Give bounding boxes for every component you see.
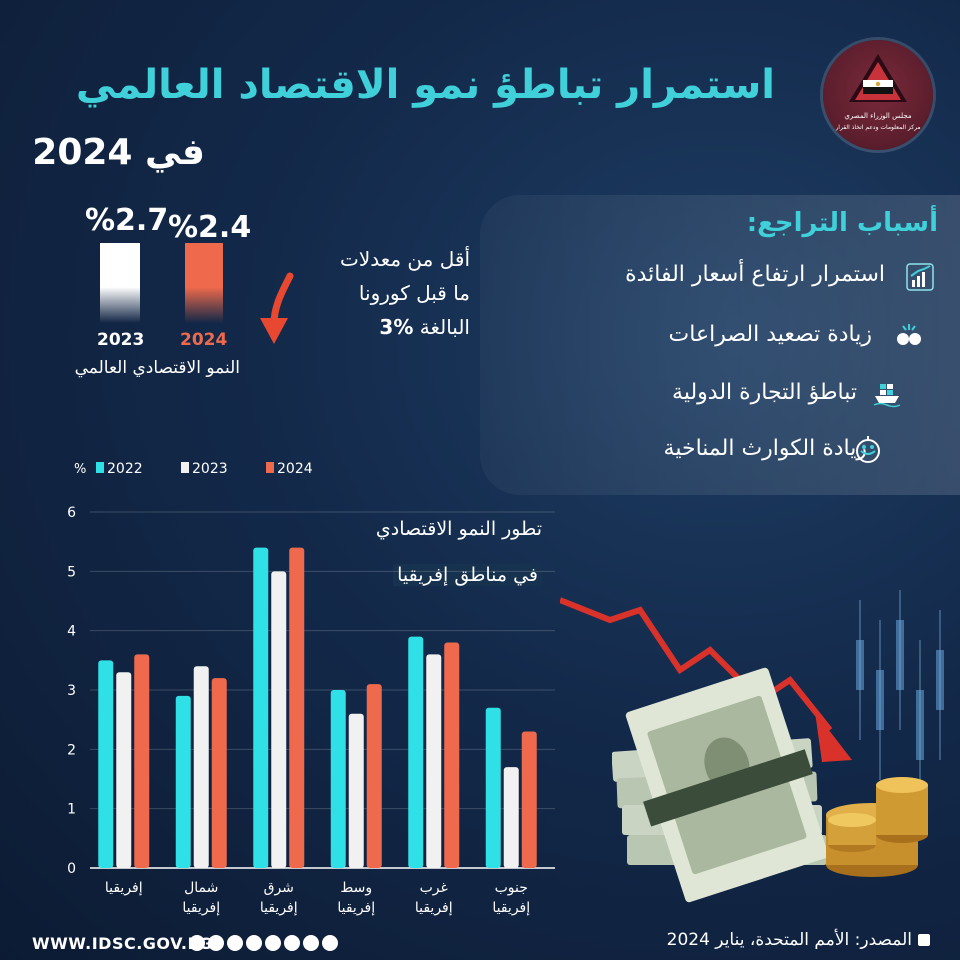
- linkedin-icon: [246, 935, 262, 951]
- y-tick-label: 2: [67, 742, 76, 758]
- bar-2024: [134, 654, 150, 868]
- x-tick-label: إفريقيا: [492, 900, 530, 916]
- y-tick-label: 0: [67, 861, 76, 877]
- bar-2022: [175, 695, 191, 868]
- x-tick-label: شمال: [184, 880, 218, 896]
- x-tick-label: إفريقيا: [182, 900, 220, 916]
- y-tick-label: 4: [67, 624, 76, 640]
- note-line-3-prefix: البالغة: [413, 315, 470, 339]
- y-tick-label: 3: [67, 683, 76, 699]
- x-tick-label: إفريقيا: [260, 900, 298, 916]
- reasons-title: أسباب التراجع:: [746, 208, 938, 238]
- facebook-icon: [189, 935, 205, 951]
- bar-2024: [211, 678, 227, 868]
- logo-line-1: مجلس الوزراء المصري: [844, 112, 912, 120]
- growth-2024-bar: [185, 243, 223, 323]
- down-arrow-icon: [260, 272, 294, 344]
- x-tick-label: وسط: [340, 880, 372, 896]
- conflict-fists-icon: [897, 324, 921, 345]
- x-twitter-icon: [208, 935, 224, 951]
- reasons-panel: [480, 195, 960, 495]
- source-note: المصدر: الأمم المتحدة، يناير 2024: [667, 930, 930, 950]
- note-line-2: ما قبل كورونا: [358, 281, 470, 305]
- telegram-icon: [303, 935, 319, 951]
- reason-conflicts: زيادة تصعيد الصراعات: [668, 322, 872, 347]
- bar-2023: [426, 654, 442, 868]
- bar-2022: [330, 690, 346, 868]
- chart-title-box: تطور النمو الاقتصادي في مناطق إفريقيا: [320, 512, 548, 592]
- source-bullet: [918, 934, 930, 946]
- bar-2024: [521, 731, 537, 868]
- source-text: المصدر: الأمم المتحدة، يناير 2024: [666, 930, 912, 950]
- pre-covid-note: أقل من معدلات ما قبل كورونا البالغة 3%: [276, 242, 470, 344]
- x-tick-label: إفريقيا: [105, 880, 143, 896]
- bar-2022: [253, 547, 269, 868]
- idsc-logo: مجلس الوزراء المصري مركز المعلومات ودعم …: [823, 40, 933, 150]
- bar-2023: [116, 672, 132, 868]
- climate-disaster-icon: [856, 436, 880, 463]
- growth-2024-value: %2.4: [168, 210, 252, 245]
- website-url[interactable]: WWW.IDSC.GOV.EG: [32, 934, 213, 953]
- y-tick-label: 5: [67, 564, 76, 580]
- soundcloud-icon: [284, 935, 300, 951]
- youtube-icon: [265, 935, 281, 951]
- y-tick-label: 1: [67, 802, 76, 818]
- bar-2024: [366, 684, 382, 868]
- growth-2023-year: 2023: [97, 330, 145, 350]
- instagram-icon: [227, 935, 243, 951]
- bar-2023: [193, 666, 209, 868]
- x-tick-label: شرق: [264, 880, 294, 896]
- growth-2023-bar: [100, 243, 140, 323]
- cargo-ship-icon: [873, 384, 901, 408]
- legend-label: 2022: [107, 461, 143, 477]
- bar-2024: [444, 642, 460, 868]
- podcast-icon: [322, 935, 338, 951]
- bar-2023: [348, 713, 364, 868]
- rising-bars-icon: [906, 263, 934, 291]
- bar-2023: [271, 571, 287, 868]
- x-tick-label: غرب: [420, 880, 448, 896]
- legend-swatch: [96, 462, 104, 473]
- logo-line-2: مركز المعلومات ودعم اتخاذ القرار: [835, 124, 921, 131]
- y-tick-label: 6: [67, 505, 76, 521]
- legend-swatch: [266, 462, 274, 473]
- x-tick-label: جنوب: [495, 880, 528, 896]
- page-subtitle-year: في 2024: [32, 132, 205, 173]
- pyramid-flag-emblem-icon: [849, 54, 907, 102]
- page-title: استمرار تباطؤ نمو الاقتصاد العالمي: [75, 62, 775, 108]
- bar-2023: [503, 767, 519, 868]
- growth-2024-year: 2024: [180, 330, 228, 350]
- social-icons-row: [189, 935, 338, 951]
- chart-subtitle: في مناطق إفريقيا: [393, 564, 542, 586]
- bar-2024: [289, 547, 305, 868]
- x-tick-label: إفريقيا: [337, 900, 375, 916]
- bar-2022: [485, 707, 501, 868]
- bar-2022: [98, 660, 114, 868]
- africa-growth-bar-chart: 0 1 2 3 4 5 6% 2022 2023 2024 إفريقيا شمال إفريقيا شر…: [67, 461, 555, 916]
- legend-label: 2023: [192, 461, 228, 477]
- y-axis-unit: %: [74, 462, 86, 477]
- bar-2022: [408, 636, 424, 868]
- note-value: 3%: [379, 315, 414, 339]
- legend-swatch: [181, 462, 189, 473]
- note-line-3: البالغة 3%: [276, 310, 470, 344]
- growth-2023-value: %2.7: [85, 203, 169, 238]
- reason-climate-disasters: زيادة الكوارث المناخية: [663, 436, 867, 461]
- legend-label: 2024: [277, 461, 313, 477]
- global-growth-label: النمو الاقتصادي العالمي: [74, 358, 240, 378]
- x-tick-label: إفريقيا: [415, 900, 453, 916]
- note-line-1: أقل من معدلات: [339, 247, 470, 271]
- chart-title: تطور النمو الاقتصادي: [375, 518, 542, 540]
- money-and-coins-image: [612, 667, 928, 903]
- reason-interest-rates: استمرار ارتفاع أسعار الفائدة: [625, 262, 885, 287]
- reason-trade-slowdown: تباطؤ التجارة الدولية: [672, 380, 857, 405]
